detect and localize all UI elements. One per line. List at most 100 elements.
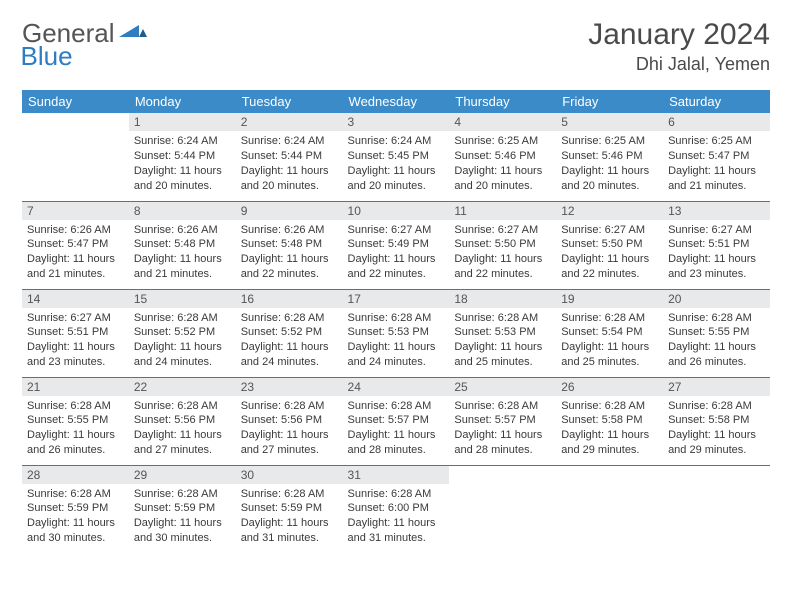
calendar-cell: 2Sunrise: 6:24 AMSunset: 5:44 PMDaylight…: [236, 113, 343, 201]
day-number: 16: [236, 290, 343, 308]
cell-body: Sunrise: 6:28 AMSunset: 5:59 PMDaylight:…: [22, 484, 129, 550]
sunrise-line: Sunrise: 6:28 AM: [348, 311, 445, 326]
logo-text-2: Blue: [21, 41, 73, 72]
cell-body: Sunrise: 6:27 AMSunset: 5:50 PMDaylight:…: [449, 220, 556, 286]
sunrise-line: Sunrise: 6:28 AM: [348, 399, 445, 414]
daylight-line: Daylight: 11 hoursand 23 minutes.: [668, 252, 765, 282]
sunset-line: Sunset: 5:57 PM: [454, 413, 551, 428]
sunset-line: Sunset: 5:58 PM: [561, 413, 658, 428]
sunset-line: Sunset: 5:50 PM: [561, 237, 658, 252]
calendar-row: 28Sunrise: 6:28 AMSunset: 5:59 PMDayligh…: [22, 465, 770, 553]
calendar-cell-empty: [449, 465, 556, 553]
calendar-row: 1Sunrise: 6:24 AMSunset: 5:44 PMDaylight…: [22, 113, 770, 201]
sunrise-line: Sunrise: 6:26 AM: [134, 223, 231, 238]
day-number: 10: [343, 202, 450, 220]
cell-body: Sunrise: 6:28 AMSunset: 5:58 PMDaylight:…: [663, 396, 770, 462]
calendar-table: SundayMondayTuesdayWednesdayThursdayFrid…: [22, 90, 770, 553]
sunrise-line: Sunrise: 6:25 AM: [454, 134, 551, 149]
day-number: 25: [449, 378, 556, 396]
sunset-line: Sunset: 5:46 PM: [561, 149, 658, 164]
calendar-cell: 15Sunrise: 6:28 AMSunset: 5:52 PMDayligh…: [129, 289, 236, 377]
location: Dhi Jalal, Yemen: [588, 54, 770, 75]
calendar-cell: 19Sunrise: 6:28 AMSunset: 5:54 PMDayligh…: [556, 289, 663, 377]
daylight-line: Daylight: 11 hoursand 22 minutes.: [454, 252, 551, 282]
day-number: 28: [22, 466, 129, 484]
sunrise-line: Sunrise: 6:27 AM: [561, 223, 658, 238]
day-number: 14: [22, 290, 129, 308]
sunrise-line: Sunrise: 6:28 AM: [134, 487, 231, 502]
daylight-line: Daylight: 11 hoursand 20 minutes.: [348, 164, 445, 194]
cell-body: Sunrise: 6:26 AMSunset: 5:48 PMDaylight:…: [236, 220, 343, 286]
day-number: 21: [22, 378, 129, 396]
cell-body: Sunrise: 6:24 AMSunset: 5:45 PMDaylight:…: [343, 131, 450, 197]
calendar-cell: 7Sunrise: 6:26 AMSunset: 5:47 PMDaylight…: [22, 201, 129, 289]
day-number: 6: [663, 113, 770, 131]
sunrise-line: Sunrise: 6:26 AM: [241, 223, 338, 238]
daylight-line: Daylight: 11 hoursand 25 minutes.: [454, 340, 551, 370]
title-block: January 2024 Dhi Jalal, Yemen: [588, 18, 770, 75]
calendar-cell: 29Sunrise: 6:28 AMSunset: 5:59 PMDayligh…: [129, 465, 236, 553]
weekday-header: Sunday: [22, 90, 129, 113]
day-number: 12: [556, 202, 663, 220]
day-number: 17: [343, 290, 450, 308]
sunrise-line: Sunrise: 6:28 AM: [241, 311, 338, 326]
sunset-line: Sunset: 5:51 PM: [27, 325, 124, 340]
cell-body: Sunrise: 6:27 AMSunset: 5:49 PMDaylight:…: [343, 220, 450, 286]
daylight-line: Daylight: 11 hoursand 20 minutes.: [561, 164, 658, 194]
sunset-line: Sunset: 5:57 PM: [348, 413, 445, 428]
calendar-cell: 3Sunrise: 6:24 AMSunset: 5:45 PMDaylight…: [343, 113, 450, 201]
calendar-cell: 9Sunrise: 6:26 AMSunset: 5:48 PMDaylight…: [236, 201, 343, 289]
cell-body: Sunrise: 6:28 AMSunset: 5:57 PMDaylight:…: [449, 396, 556, 462]
cell-body: Sunrise: 6:28 AMSunset: 5:52 PMDaylight:…: [236, 308, 343, 374]
calendar-cell: 31Sunrise: 6:28 AMSunset: 6:00 PMDayligh…: [343, 465, 450, 553]
cell-body: Sunrise: 6:28 AMSunset: 5:59 PMDaylight:…: [236, 484, 343, 550]
calendar-cell-empty: [22, 113, 129, 201]
sunrise-line: Sunrise: 6:28 AM: [561, 399, 658, 414]
sunrise-line: Sunrise: 6:28 AM: [241, 399, 338, 414]
sunrise-line: Sunrise: 6:28 AM: [27, 487, 124, 502]
calendar-cell: 12 Sunrise: 6:27 AMSunset: 5:50 PMDayligh…: [556, 201, 663, 289]
sunrise-line: Sunrise: 6:27 AM: [348, 223, 445, 238]
cell-body: Sunrise: 6:28 AMSunset: 5:53 PMDaylight:…: [449, 308, 556, 374]
day-number: 5: [556, 113, 663, 131]
calendar-cell: 21Sunrise: 6:28 AMSunset: 5:55 PMDayligh…: [22, 377, 129, 465]
sunrise-line: Sunrise: 6:28 AM: [454, 399, 551, 414]
day-number: 24: [343, 378, 450, 396]
day-number: 8: [129, 202, 236, 220]
calendar-cell: 1Sunrise: 6:24 AMSunset: 5:44 PMDaylight…: [129, 113, 236, 201]
calendar-cell: 20Sunrise: 6:28 AMSunset: 5:55 PMDayligh…: [663, 289, 770, 377]
weekday-header: Friday: [556, 90, 663, 113]
daylight-line: Daylight: 11 hoursand 24 minutes.: [348, 340, 445, 370]
sunset-line: Sunset: 5:55 PM: [27, 413, 124, 428]
sunset-line: Sunset: 5:50 PM: [454, 237, 551, 252]
calendar-cell: 10Sunrise: 6:27 AMSunset: 5:49 PMDayligh…: [343, 201, 450, 289]
daylight-line: Daylight: 11 hoursand 29 minutes.: [668, 428, 765, 458]
sunset-line: Sunset: 5:48 PM: [134, 237, 231, 252]
daylight-line: Daylight: 11 hoursand 22 minutes.: [348, 252, 445, 282]
weekday-header: Tuesday: [236, 90, 343, 113]
cell-body: Sunrise: 6:25 AMSunset: 5:46 PMDaylight:…: [449, 131, 556, 197]
calendar-cell: 25Sunrise: 6:28 AMSunset: 5:57 PMDayligh…: [449, 377, 556, 465]
cell-body: Sunrise: 6:28 AMSunset: 6:00 PMDaylight:…: [343, 484, 450, 550]
day-number: 4: [449, 113, 556, 131]
sunset-line: Sunset: 5:44 PM: [241, 149, 338, 164]
daylight-line: Daylight: 11 hoursand 27 minutes.: [241, 428, 338, 458]
sunrise-line: Sunrise: 6:27 AM: [454, 223, 551, 238]
cell-body: Sunrise: 6:28 AMSunset: 5:53 PMDaylight:…: [343, 308, 450, 374]
daylight-line: Daylight: 11 hoursand 20 minutes.: [241, 164, 338, 194]
daylight-line: Daylight: 11 hoursand 22 minutes.: [561, 252, 658, 282]
cell-body: Sunrise: 6:24 AMSunset: 5:44 PMDaylight:…: [129, 131, 236, 197]
weekday-header: Thursday: [449, 90, 556, 113]
logo-icon: [119, 19, 147, 44]
cell-body: Sunrise: 6:28 AMSunset: 5:56 PMDaylight:…: [129, 396, 236, 462]
sunrise-line: Sunrise: 6:28 AM: [668, 399, 765, 414]
cell-body: Sunrise: 6:28 AMSunset: 5:55 PMDaylight:…: [22, 396, 129, 462]
daylight-line: Daylight: 11 hoursand 24 minutes.: [134, 340, 231, 370]
sunset-line: Sunset: 5:52 PM: [134, 325, 231, 340]
calendar-cell: 4Sunrise: 6:25 AMSunset: 5:46 PMDaylight…: [449, 113, 556, 201]
calendar-cell: 16Sunrise: 6:28 AMSunset: 5:52 PMDayligh…: [236, 289, 343, 377]
daylight-line: Daylight: 11 hoursand 20 minutes.: [134, 164, 231, 194]
daylight-line: Daylight: 11 hoursand 24 minutes.: [241, 340, 338, 370]
sunrise-line: Sunrise: 6:28 AM: [27, 399, 124, 414]
sunrise-line: Sunrise: 6:28 AM: [348, 487, 445, 502]
